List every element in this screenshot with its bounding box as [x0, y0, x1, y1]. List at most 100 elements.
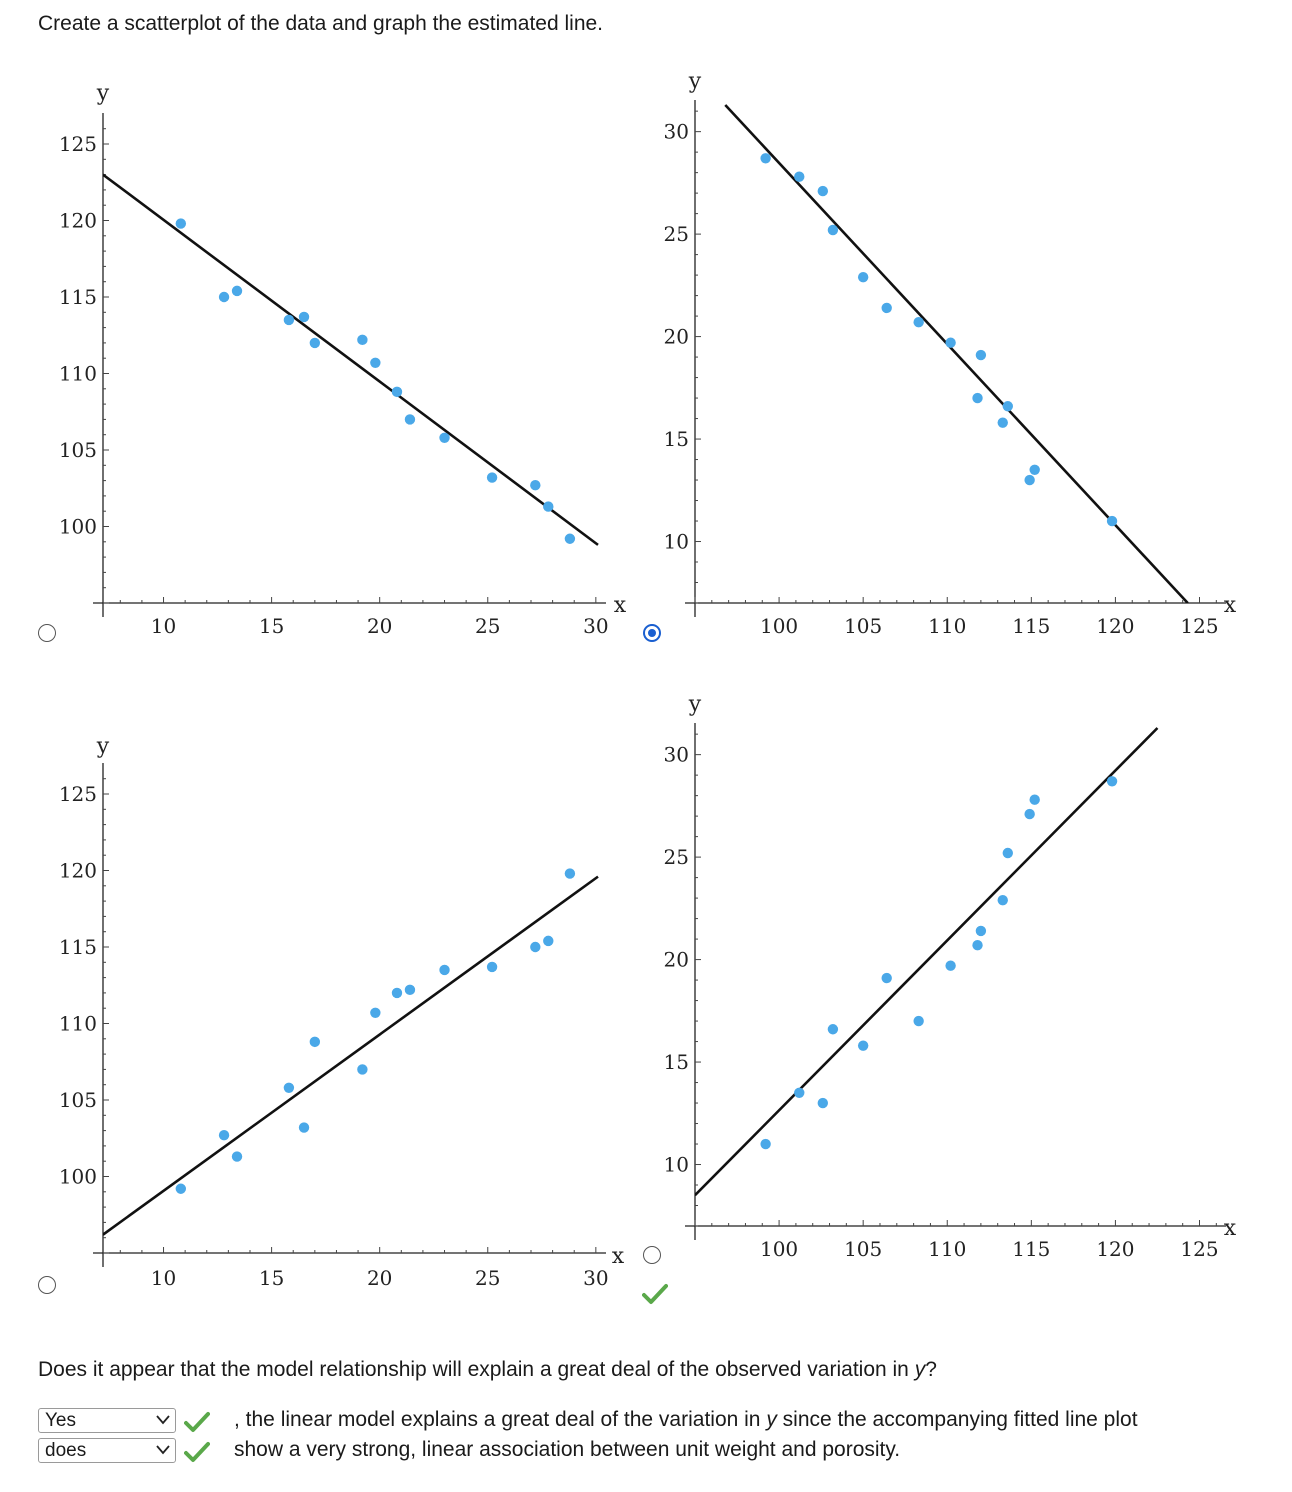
data-point: [1106, 515, 1118, 527]
y-tick-label: 20: [664, 325, 689, 349]
x-tick-label: 120: [1096, 1237, 1134, 1261]
y-tick-label: 125: [59, 782, 97, 806]
data-point: [486, 961, 498, 973]
answer-line-2: show a very strong, linear association b…: [234, 1438, 901, 1461]
question-text: Does it appear that the model relationsh…: [38, 1358, 937, 1382]
data-point: [564, 533, 576, 544]
data-point: [486, 472, 498, 483]
data-point: [997, 417, 1008, 428]
data-point: [1029, 464, 1040, 475]
x-tick-label: 15: [259, 1266, 284, 1290]
data-point: [309, 337, 321, 349]
x-tick-label: 100: [760, 614, 798, 638]
does-select[interactable]: does: [38, 1438, 176, 1463]
data-point: [945, 960, 956, 971]
data-point: [794, 171, 805, 182]
scatterplot-option-d: 100 105 110 115 120 125 10 15 20 25 30 x y: [664, 692, 1237, 1261]
x-tick-label: 115: [1012, 1237, 1050, 1261]
data-point: [1106, 776, 1118, 787]
y-tick-label: 110: [59, 362, 97, 386]
y-tick-label: 105: [59, 438, 97, 462]
x-tick-label: 125: [1180, 1237, 1218, 1261]
y-tick-label: 15: [664, 427, 689, 451]
y-axis-label: y: [96, 734, 110, 759]
x-tick-label: 30: [583, 614, 608, 638]
scatterplot-option-b: 100 105 110 115 120 125 10 15 20 25 30 x y: [664, 69, 1237, 638]
y-tick-label: 25: [664, 845, 689, 869]
data-point: [530, 479, 541, 491]
data-point: [760, 153, 771, 164]
data-point: [357, 334, 368, 346]
data-point: [881, 302, 892, 314]
x-tick-label: 105: [844, 614, 882, 638]
data-point: [975, 925, 987, 937]
y-tick-label: 125: [59, 132, 97, 156]
y-tick-label: 120: [59, 859, 97, 883]
data-point: [972, 392, 983, 404]
green-checkmark-icon: [642, 1284, 668, 1304]
data-point: [283, 314, 295, 326]
x-tick-label: 25: [475, 614, 500, 638]
data-point: [391, 386, 403, 398]
data-point: [817, 1097, 829, 1109]
y-tick-label: 30: [664, 120, 689, 144]
data-point: [945, 337, 956, 348]
yes-no-select-value: Yes: [45, 1410, 76, 1431]
data-point: [760, 1138, 771, 1150]
data-point: [309, 1036, 321, 1048]
x-tick-label: 20: [367, 614, 392, 638]
data-point: [975, 349, 987, 361]
y-tick-label: 10: [664, 1153, 689, 1177]
green-checkmark-icon: [184, 1442, 210, 1462]
data-point: [827, 224, 839, 236]
data-point: [175, 218, 187, 229]
fitted-line: [103, 173, 599, 546]
y-tick-label: 30: [664, 743, 689, 767]
y-tick-label: 115: [59, 285, 97, 309]
data-point: [564, 868, 576, 879]
y-axis-label: y: [688, 69, 702, 94]
y-axis-label: y: [96, 81, 110, 106]
data-point: [827, 1024, 839, 1035]
fitted-line: [724, 104, 1189, 603]
data-point: [298, 1122, 310, 1133]
data-point: [218, 1129, 230, 1141]
x-tick-label: 15: [259, 614, 284, 638]
question-var: y: [914, 1358, 926, 1381]
answer-line-1-prefix: , the linear model explains a great deal…: [234, 1408, 767, 1431]
fitted-line: [695, 727, 1159, 1197]
x-tick-label: 105: [844, 1237, 882, 1261]
data-point: [175, 1183, 187, 1194]
data-point: [283, 1082, 295, 1093]
data-point: [357, 1064, 368, 1075]
y-tick-label: 100: [59, 1165, 97, 1189]
x-tick-label: 115: [1012, 614, 1050, 638]
data-point: [298, 311, 310, 323]
y-axis-label: y: [688, 692, 702, 717]
data-point: [1002, 401, 1013, 412]
data-point: [231, 1151, 243, 1162]
option-a-radio[interactable]: [38, 624, 56, 642]
x-tick-label: 120: [1096, 614, 1134, 638]
option-c-radio[interactable]: [38, 1276, 56, 1294]
data-point: [439, 964, 450, 976]
data-point: [857, 1040, 869, 1051]
data-point: [997, 894, 1008, 906]
option-b-radio[interactable]: [643, 624, 661, 642]
x-tick-label: 110: [928, 614, 966, 638]
x-axis-label: x: [612, 1244, 625, 1269]
data-point: [231, 285, 243, 297]
y-tick-label: 10: [664, 530, 689, 554]
does-select-value: does: [45, 1440, 87, 1461]
data-point: [913, 1015, 924, 1027]
x-tick-label: 125: [1180, 614, 1218, 638]
chevron-down-icon: [156, 1445, 170, 1455]
chevron-down-icon: [156, 1415, 170, 1425]
y-tick-label: 120: [59, 209, 97, 233]
data-point: [1024, 808, 1035, 820]
data-point: [370, 1007, 381, 1018]
option-d-radio[interactable]: [643, 1246, 661, 1264]
data-point: [913, 317, 924, 328]
yes-no-select[interactable]: Yes: [38, 1408, 176, 1433]
green-checkmark-icon: [184, 1412, 210, 1432]
